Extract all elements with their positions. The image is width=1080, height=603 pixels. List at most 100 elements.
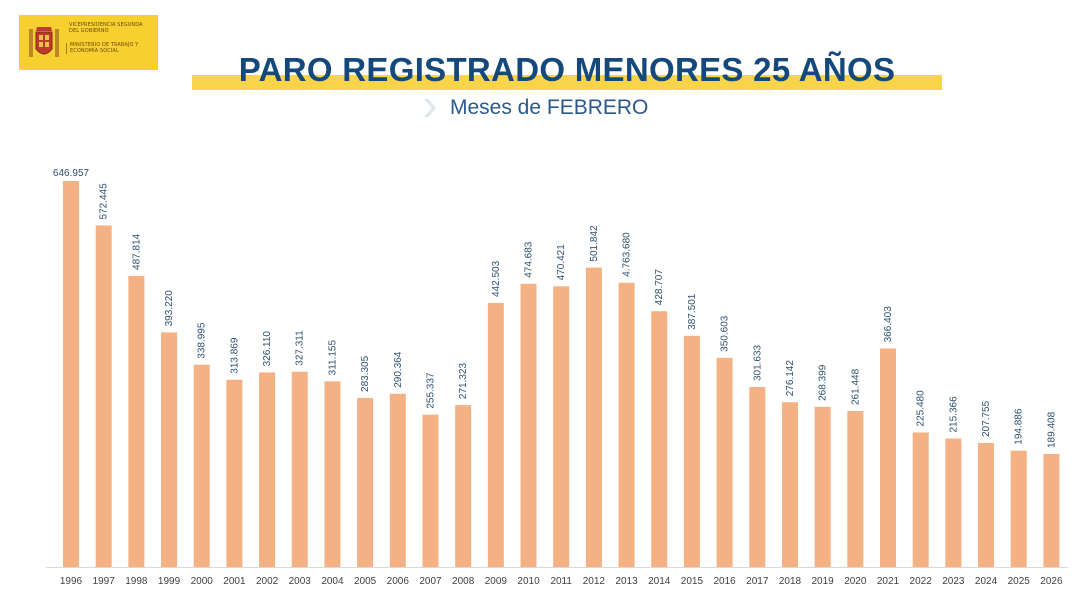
- x-tick-label: 1997: [93, 576, 116, 587]
- x-tick-label: 1996: [60, 576, 83, 587]
- x-tick-label: 2001: [223, 576, 246, 587]
- bar-2025: [1010, 450, 1027, 567]
- data-label: 276.142: [785, 360, 796, 397]
- data-label: 474.683: [524, 241, 535, 278]
- bar-2006: [389, 393, 406, 567]
- x-tick-label: 2024: [975, 576, 998, 587]
- x-tick-label: 2018: [779, 576, 802, 587]
- data-label: 366.403: [883, 306, 894, 343]
- x-tick-label: 2023: [942, 576, 965, 587]
- x-tick-label: 2014: [648, 576, 671, 587]
- x-tick-label: 2008: [452, 576, 475, 587]
- bar-2009: [487, 302, 504, 567]
- data-label: 338.995: [197, 322, 208, 359]
- x-tick-label: 2004: [321, 576, 344, 587]
- data-label: 301.633: [752, 344, 763, 381]
- data-label: 189.408: [1046, 411, 1057, 448]
- x-tick-label: 2003: [289, 576, 312, 587]
- data-label: 290.364: [393, 351, 404, 388]
- x-tick-label: 2022: [910, 576, 933, 587]
- page-subtitle: Meses de FEBRERO: [450, 96, 649, 119]
- title-highlight: [192, 75, 942, 90]
- bar-1997: [95, 225, 112, 567]
- data-label: 501.842: [589, 225, 600, 262]
- bar-2015: [683, 335, 700, 567]
- bar-2014: [651, 311, 668, 567]
- x-tick-label: 2026: [1040, 576, 1063, 587]
- x-tick-label: 2011: [550, 576, 572, 587]
- bar-2004: [324, 381, 341, 567]
- x-tick-label: 2010: [517, 576, 540, 587]
- x-tick-label: 2016: [713, 576, 736, 587]
- data-label: 268.399: [818, 364, 829, 401]
- data-label: 215.366: [948, 396, 959, 433]
- data-label: 470.421: [556, 244, 567, 281]
- data-label: 313.869: [229, 337, 240, 374]
- bar-2011: [553, 286, 570, 567]
- data-label: 261.448: [850, 368, 861, 405]
- x-tick-label: 2005: [354, 576, 377, 587]
- bar-2024: [978, 443, 995, 567]
- x-tick-label: 2006: [387, 576, 410, 587]
- bar-1996: [63, 181, 79, 567]
- x-tick-label: 2012: [583, 576, 606, 587]
- chevron-right-icon: [424, 99, 436, 117]
- coat-of-arms-icon: [29, 27, 59, 57]
- bar-2016: [716, 357, 733, 567]
- bar-2021: [880, 348, 896, 567]
- bar-2003: [291, 371, 308, 567]
- data-label: 393.220: [164, 290, 175, 327]
- subtitle-row: Meses de FEBRERO: [420, 94, 648, 122]
- x-tick-label: 2020: [844, 576, 867, 587]
- bar-1999: [161, 332, 178, 567]
- bar-2001: [226, 379, 243, 567]
- x-tick-label: 1998: [125, 576, 148, 587]
- data-label: 428.707: [654, 269, 665, 306]
- bar-2007: [422, 414, 439, 567]
- x-tick-label: 2007: [419, 576, 442, 587]
- bar-2022: [912, 432, 929, 567]
- data-label: 311.155: [327, 340, 338, 376]
- data-label: 271.323: [458, 363, 469, 400]
- bar-2026: [1043, 453, 1060, 567]
- page-title: PARO REGISTRADO MENORES 25 AÑOS: [238, 51, 896, 88]
- data-label: 646.957: [53, 168, 90, 179]
- bar-2000: [193, 364, 210, 567]
- data-label: 207.755: [981, 400, 992, 437]
- data-label: 442.503: [491, 260, 502, 297]
- bar-2013: [618, 282, 635, 567]
- bar-1998: [128, 275, 145, 567]
- x-tick-label: 2021: [877, 576, 900, 587]
- x-tick-label: 2002: [256, 576, 279, 587]
- bar-2023: [945, 438, 962, 567]
- data-label: 487.814: [131, 233, 142, 270]
- x-tick-label: 2017: [746, 576, 769, 587]
- bar-2019: [814, 406, 831, 567]
- bar-2017: [749, 387, 766, 567]
- logo-line-1: VICEPRESIDENCIA SEGUNDA DEL GOBIERNO: [69, 22, 143, 34]
- bar-2018: [781, 402, 798, 567]
- bar-2005: [357, 397, 374, 567]
- data-label: 283.305: [360, 355, 371, 392]
- data-label: 225.480: [916, 390, 927, 427]
- x-tick-label: 2009: [485, 576, 508, 587]
- bar-2012: [585, 267, 602, 567]
- data-label: 194.886: [1014, 408, 1025, 445]
- logo-line-2: MINISTERIO DE TRABAJO Y ECONOMÍA SOCIAL: [66, 42, 154, 54]
- data-label: 4.763.680: [622, 232, 633, 277]
- x-tick-label: 2015: [681, 576, 704, 587]
- data-label: 327.311: [295, 330, 306, 366]
- x-tick-label: 2013: [615, 576, 638, 587]
- x-tick-label: 2019: [812, 576, 835, 587]
- bar-2010: [520, 283, 537, 567]
- x-tick-label: 2025: [1008, 576, 1031, 587]
- x-tick-label: 2000: [191, 576, 214, 587]
- bar-2008: [455, 405, 472, 567]
- government-logo: VICEPRESIDENCIA SEGUNDA DEL GOBIERNO MIN…: [19, 15, 158, 70]
- data-label: 350.603: [720, 315, 731, 352]
- x-tick-label: 1999: [158, 576, 181, 587]
- data-label: 387.501: [687, 293, 698, 330]
- data-label: 572.445: [99, 183, 110, 220]
- data-label: 255.337: [425, 372, 436, 409]
